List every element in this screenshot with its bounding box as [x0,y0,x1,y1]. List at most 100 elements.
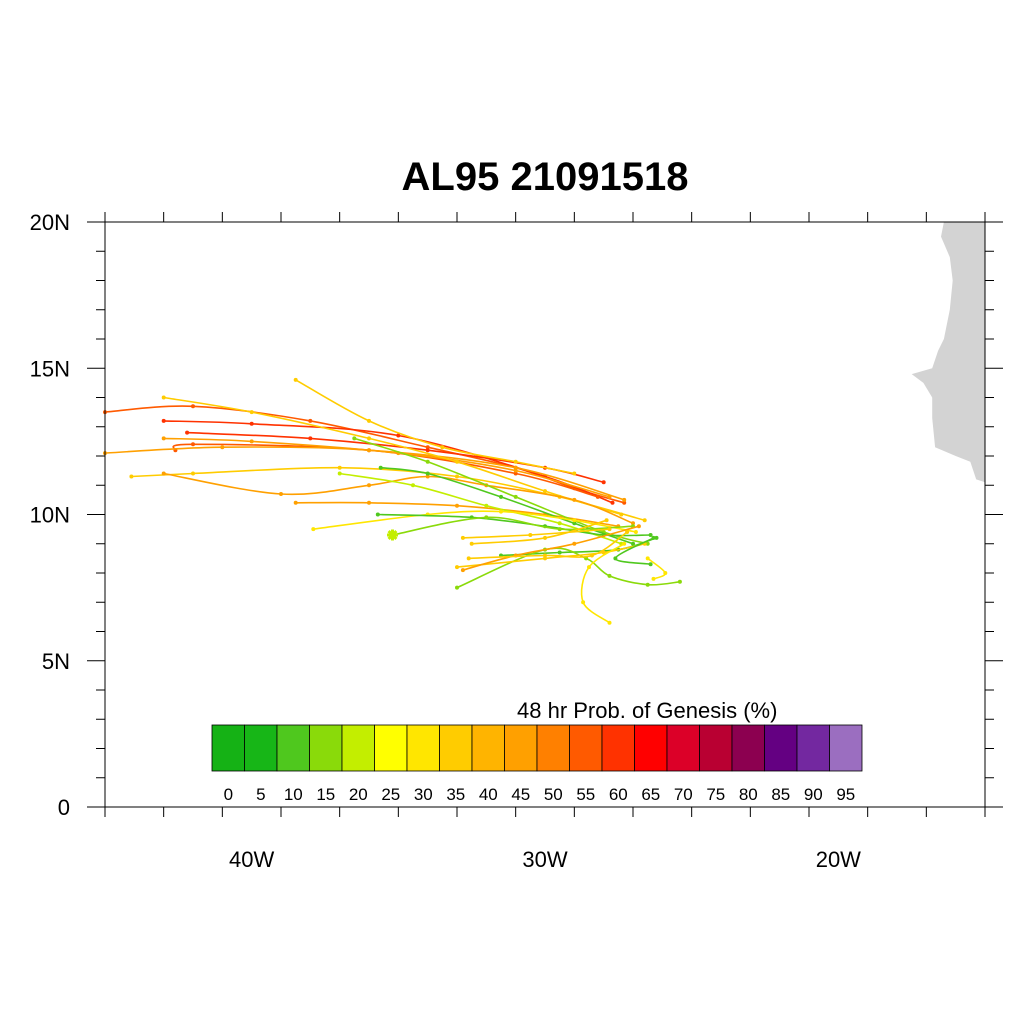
colorbar-box [829,724,863,772]
track-point [595,494,600,499]
colorbar-label: 95 [836,785,855,804]
track-point [663,571,668,575]
colorbar-box [439,724,473,772]
track-10 [161,471,635,526]
colorbar-label: 70 [674,785,693,804]
track-point [607,527,612,532]
track-point [249,439,254,444]
track-point [440,445,445,450]
colorbar-box [666,724,700,772]
track-26 [613,535,656,567]
colorbar-label: 85 [771,785,790,804]
track-point [622,497,627,502]
colorbar-label: 50 [544,785,563,804]
colorbar-box [276,724,310,772]
track-point [293,500,298,505]
track-7 [161,395,624,517]
track-line [456,547,680,589]
track-point [161,436,166,441]
track-point [337,471,342,476]
lat-tick-label: 20N [30,210,70,235]
colorbar-label: 55 [576,785,595,804]
colorbar-label: 40 [479,785,498,804]
track-point [455,585,459,590]
track-11 [293,500,621,529]
track-point [633,530,638,534]
track-point [601,550,606,555]
track-point [191,442,195,447]
colorbar: 48 hr Prob. of Genesis (%) 0 5 10 15 20 25 30 3… [211,698,863,804]
colorbar-box [341,724,375,772]
track-point [648,562,653,567]
track-point [557,550,562,555]
colorbar-box [374,724,408,772]
colorbar-box [471,724,505,772]
track-point [466,556,471,561]
track-point [411,483,415,488]
track-27 [460,527,612,540]
land-layer [911,222,985,483]
lat-tick-label: 0 [58,795,70,820]
colorbar-label: 80 [739,785,758,804]
track-point [572,471,577,476]
colorbar-box [699,724,733,772]
track-point [513,494,518,499]
track-point [367,500,371,505]
track-line [313,510,637,533]
track-point [249,421,254,426]
track-point [622,500,627,505]
track-point [645,556,650,561]
map-title: AL95 21091518 [402,155,689,199]
track-point [220,445,225,450]
track-point [367,436,371,441]
track-point [631,541,635,546]
track-point [499,494,503,499]
colorbar-box [536,724,570,772]
track-point [543,553,547,558]
track-point [367,448,371,453]
track-point [607,573,612,578]
colorbar-box [406,724,440,772]
track-line [468,531,628,560]
track-point [425,445,430,450]
track-layer [103,377,682,625]
track-point [601,480,606,485]
colorbar-box [601,724,635,772]
track-point [631,521,635,526]
track-point [513,465,518,470]
initial-position-marker [387,529,398,541]
track-point [425,471,430,476]
track-point [572,518,577,523]
track-line [392,516,634,536]
colorbar-label: 65 [641,785,660,804]
track-line [580,543,625,624]
colorbar-label: 0 [224,785,233,804]
track-point [425,448,430,453]
marker-stroke [387,530,398,540]
track-point [622,541,627,546]
track-point [651,535,656,540]
track-point [460,568,465,573]
track-point [191,471,195,476]
track-point [557,521,562,526]
lat-tick-label: 15N [30,356,70,381]
track-point [543,535,547,540]
track-point [677,579,682,584]
track-21 [460,524,641,573]
track-point [587,565,591,570]
track-point [636,524,641,529]
lon-tick-label: 30W [522,847,567,872]
track-point [293,377,298,382]
colorbar-box [796,724,830,772]
track-point [654,535,659,540]
track-point [607,620,612,625]
track-point [613,556,618,561]
track-point [455,474,459,479]
track-point [484,503,489,508]
track-point [455,459,459,464]
track-point [308,418,313,423]
track-6 [103,445,627,502]
track-point [185,430,190,435]
track-point [604,518,609,523]
